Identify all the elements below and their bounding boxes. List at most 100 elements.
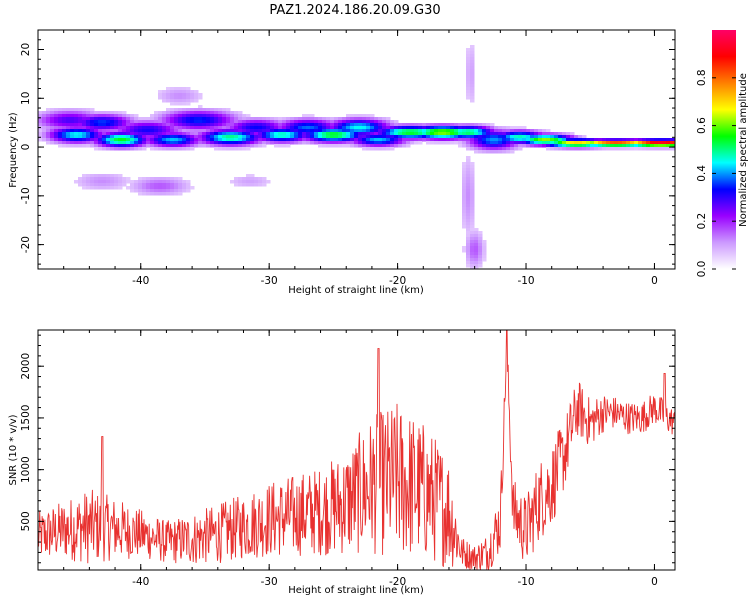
heatmap-cell [230, 132, 235, 136]
heatmap-cell [366, 147, 371, 151]
heatmap-cell [254, 180, 259, 184]
heatmap-cell [90, 141, 95, 145]
heatmap-cell [398, 144, 403, 148]
heatmap-cell [462, 141, 467, 145]
heatmap-cell [422, 135, 427, 139]
heatmap-cell [334, 126, 339, 130]
heatmap-cell [182, 93, 187, 97]
heatmap-cell [190, 114, 195, 118]
heatmap-cell [94, 126, 99, 130]
heatmap-cell [402, 132, 407, 136]
heatmap-cell [118, 126, 123, 130]
heatmap-cell [114, 174, 119, 178]
heatmap-cell [94, 117, 99, 121]
heatmap-cell [90, 123, 95, 127]
heatmap-cell [262, 138, 267, 142]
heatmap-cell [358, 141, 363, 145]
heatmap-cell [442, 141, 447, 145]
heatmap-cell [190, 117, 195, 121]
heatmap-cell [134, 132, 139, 136]
heatmap-cell [334, 120, 339, 124]
heatmap-cell [142, 117, 147, 121]
heatmap-cell [498, 135, 503, 139]
heatmap-cell [210, 144, 215, 148]
heatmap-cell [150, 132, 155, 136]
heatmap-cell [270, 120, 275, 124]
heatmap-cell [50, 126, 55, 130]
heatmap-cell [218, 141, 223, 145]
heatmap-cell [98, 111, 103, 115]
heatmap-cell [54, 111, 59, 115]
heatmap-cell [174, 180, 179, 184]
heatmap-cell [110, 138, 115, 142]
heatmap-cell [158, 177, 163, 181]
heatmap-cell [66, 111, 71, 115]
heatmap-cell [262, 141, 267, 145]
heatmap-cell [186, 114, 191, 118]
heatmap-cell [382, 135, 387, 139]
heatmap-cell [242, 120, 247, 124]
heatmap-cell [90, 144, 95, 148]
heatmap-cell [410, 135, 415, 139]
heatmap-cell [38, 135, 43, 139]
heatmap-cell [166, 96, 171, 100]
heatmap-cell [214, 117, 219, 121]
heatmap-cell [474, 147, 479, 151]
heatmap-cell [306, 141, 311, 145]
heatmap-cell [170, 132, 175, 136]
heatmap-cell [242, 126, 247, 130]
heatmap-cell [138, 144, 143, 148]
heatmap-cell [266, 141, 271, 145]
heatmap-cell [474, 129, 479, 133]
heatmap-cell [90, 120, 95, 124]
heatmap-cell [258, 183, 263, 187]
heatmap-cell [226, 120, 231, 124]
heatmap-cell [466, 192, 471, 196]
heatmap-cell [214, 144, 219, 148]
heatmap-cell [94, 123, 99, 127]
heatmap-cell [662, 147, 667, 151]
heatmap-cell [454, 132, 459, 136]
heatmap-cell [342, 123, 347, 127]
heatmap-cell [386, 144, 391, 148]
heatmap-cell [146, 135, 151, 139]
heatmap-cell [522, 138, 527, 142]
heatmap-cell [62, 108, 67, 112]
heatmap-cell [578, 135, 583, 139]
heatmap-cell [114, 120, 119, 124]
heatmap-cell [370, 141, 375, 145]
heatmap-cell [106, 141, 111, 145]
heatmap-cell [442, 132, 447, 136]
heatmap-cell [470, 249, 475, 253]
heatmap-cell [210, 117, 215, 121]
heatmap-cell [470, 222, 475, 226]
heatmap-cell [174, 186, 179, 190]
heatmap-cell [198, 111, 203, 115]
heatmap-cell [362, 117, 367, 121]
heatmap-cell [430, 126, 435, 130]
heatmap-cell [150, 123, 155, 127]
heatmap-cell [458, 135, 463, 139]
heatmap-cell [470, 204, 475, 208]
y-tick-label: -10 [20, 187, 32, 204]
heatmap-cell [382, 126, 387, 130]
heatmap-cell [250, 177, 255, 181]
heatmap-cell [158, 180, 163, 184]
heatmap-cell [334, 141, 339, 145]
heatmap-cell [438, 132, 443, 136]
heatmap-cell [402, 138, 407, 142]
heatmap-cell [394, 123, 399, 127]
heatmap-cell [314, 126, 319, 130]
heatmap-cell [174, 123, 179, 127]
heatmap-cell [158, 144, 163, 148]
heatmap-cell [246, 123, 251, 127]
heatmap-cell [390, 138, 395, 142]
heatmap-cell [482, 147, 487, 151]
heatmap-cell [186, 126, 191, 130]
heatmap-cell [250, 126, 255, 130]
heatmap-cell [266, 135, 271, 139]
heatmap-cell [210, 120, 215, 124]
heatmap-cell [146, 192, 151, 196]
heatmap-cell [294, 138, 299, 142]
heatmap-cell [466, 177, 471, 181]
